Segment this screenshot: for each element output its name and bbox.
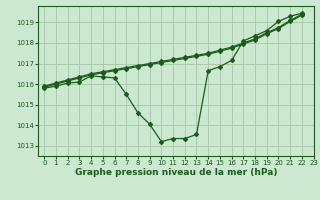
X-axis label: Graphe pression niveau de la mer (hPa): Graphe pression niveau de la mer (hPa) (75, 168, 277, 177)
